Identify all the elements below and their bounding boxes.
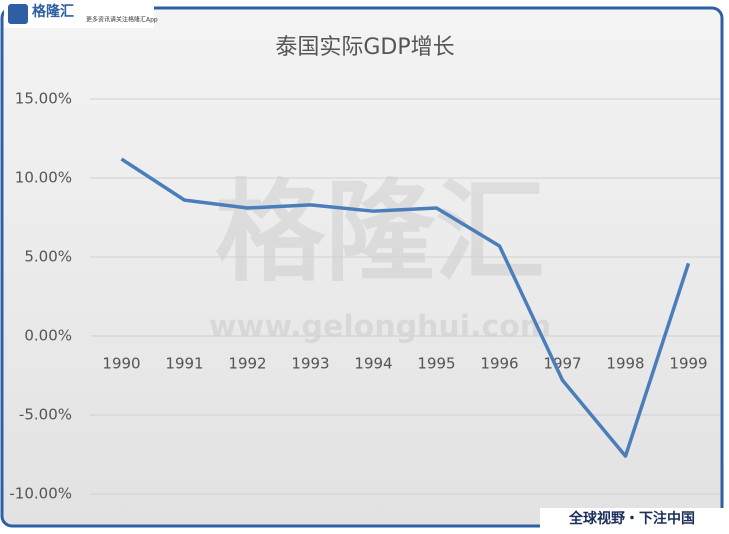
logo-icon [8, 4, 28, 24]
logo-sub: 更多资讯请关注格隆汇App [86, 16, 158, 24]
x-tick-label: 1997 [543, 355, 581, 373]
line [120, 157, 691, 458]
y-tick-label: -5.00% [19, 406, 72, 424]
x-tick-label: 1992 [228, 355, 266, 373]
x-tick-label: 1993 [291, 355, 329, 373]
logo: 格隆汇 [32, 3, 74, 20]
y-tick-label: 10.00% [15, 169, 72, 187]
slogan: 全球视野・下注中国 [568, 510, 695, 527]
x-tick-label: 1991 [165, 355, 203, 373]
watermark: 格隆汇 [215, 168, 545, 296]
x-tick-label: 1994 [354, 355, 392, 373]
y-tick-label: -10.00% [9, 485, 72, 503]
watermark-url: www.gelonghui.com [209, 310, 551, 345]
x-tick-label: 1999 [669, 355, 707, 373]
slogan-box [540, 508, 725, 530]
logo-box [4, 2, 154, 28]
x-tick-label: 1995 [417, 355, 455, 373]
x-tick-label: 1990 [102, 355, 140, 373]
x-tick-label: 1998 [606, 355, 644, 373]
y-tick-label: 0.00% [24, 327, 72, 345]
y-tick-label: 15.00% [15, 90, 72, 108]
x-tick-label: 1996 [480, 355, 518, 373]
frame [0, 6, 724, 528]
chart-title: 泰国实际GDP增长 [275, 35, 454, 60]
y-tick-label: 5.00% [24, 248, 72, 266]
